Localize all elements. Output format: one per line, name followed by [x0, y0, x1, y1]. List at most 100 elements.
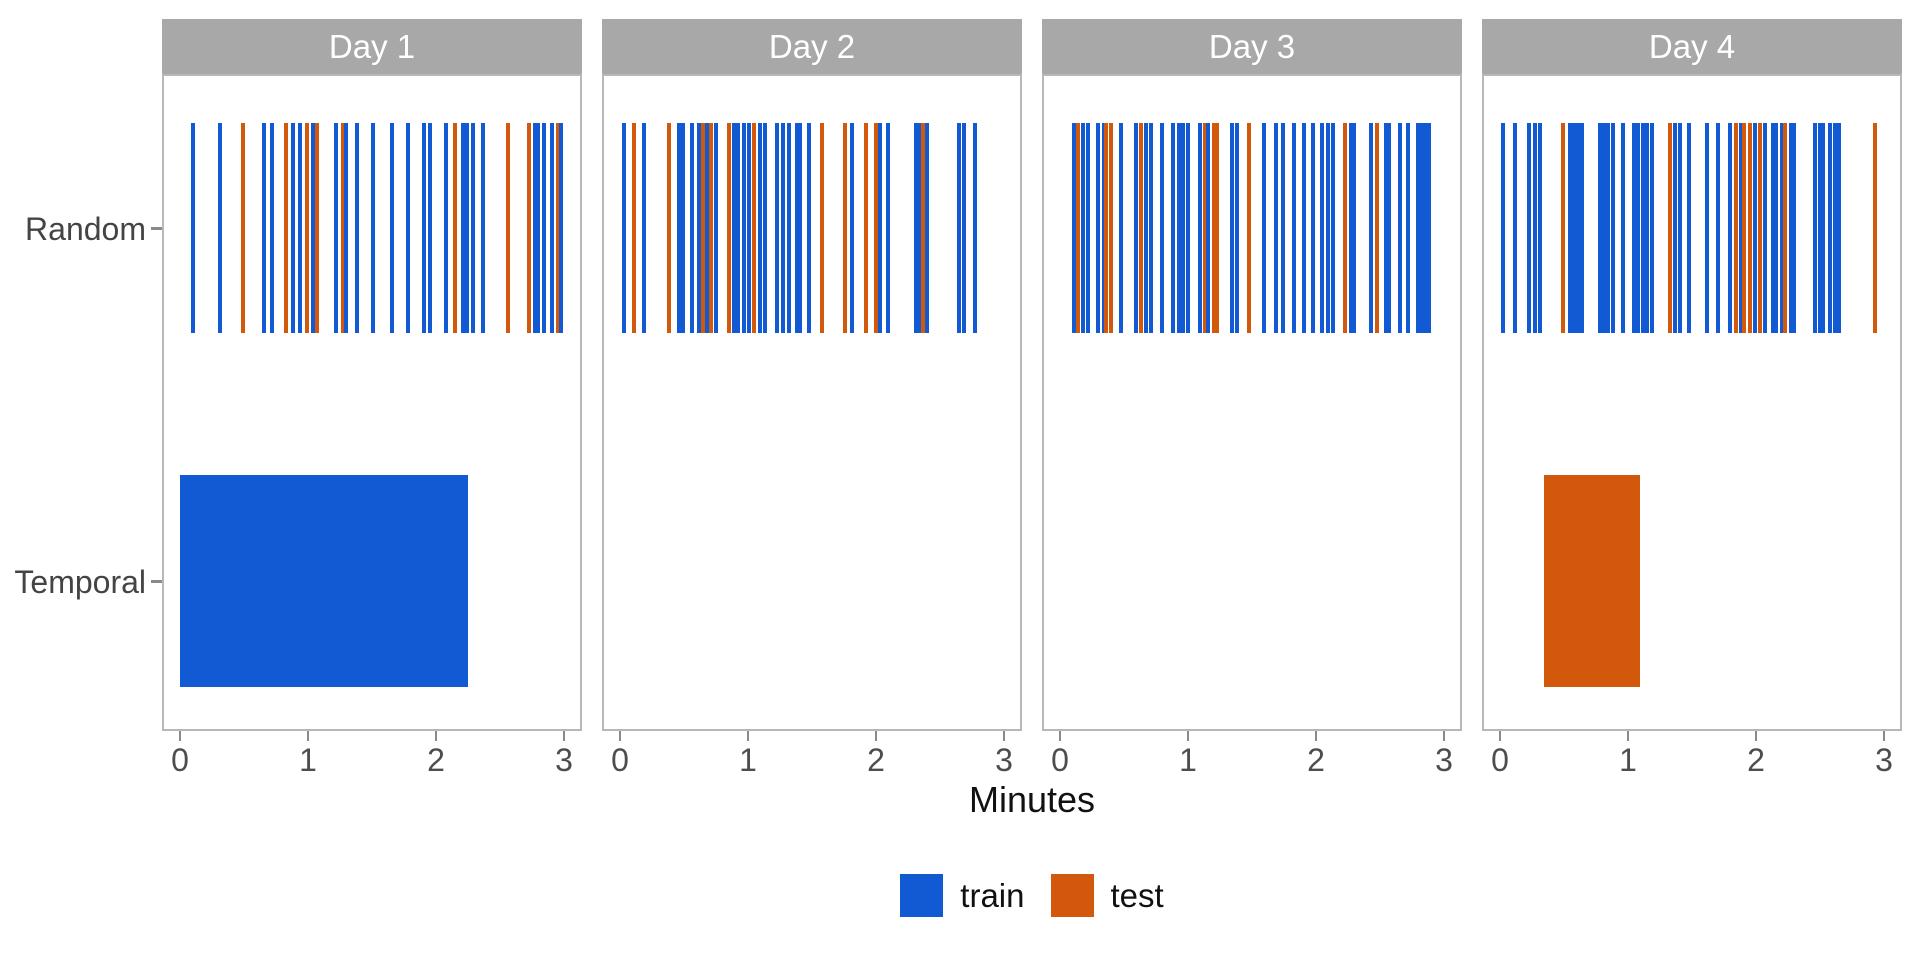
train-event-tick	[642, 123, 647, 333]
train-event-tick	[1186, 123, 1190, 333]
train-event-tick	[1101, 123, 1106, 333]
train-event-tick	[1833, 123, 1838, 333]
train-event-tick	[794, 123, 799, 333]
train-event-tick	[334, 123, 339, 333]
facet-panel-day-2	[602, 74, 1022, 731]
train-event-tick	[1632, 123, 1637, 333]
train-event-tick	[427, 123, 432, 333]
x-axis-tick	[435, 731, 437, 741]
train-event-tick	[1738, 123, 1743, 333]
train-event-tick	[1416, 123, 1421, 333]
train-event-tick	[1568, 123, 1573, 333]
train-event-tick	[1779, 123, 1784, 333]
x-axis-tick-label: 0	[611, 742, 629, 778]
train-event-tick	[762, 123, 767, 333]
train-event-tick	[697, 123, 702, 333]
train-event-tick	[957, 123, 962, 333]
train-event-tick	[1072, 123, 1077, 333]
facet-strip-day-3: Day 3	[1042, 19, 1462, 74]
x-axis-tick-label: 0	[1491, 742, 1509, 778]
test-event-tick	[284, 123, 289, 333]
x-axis-tick-label: 1	[739, 742, 757, 778]
train-event-tick	[1234, 123, 1239, 333]
x-axis-tick-label: 3	[1875, 742, 1893, 778]
train-event-tick	[390, 123, 395, 333]
x-axis-tick-label: 0	[1051, 742, 1069, 778]
train-event-tick	[1261, 123, 1266, 333]
train-event-tick	[1705, 123, 1710, 333]
test-event-tick	[921, 123, 926, 333]
y-axis-tick-temporal	[151, 580, 162, 583]
train-event-tick	[1180, 123, 1185, 333]
train-event-tick	[1292, 123, 1297, 333]
train-event-tick	[1081, 123, 1086, 333]
train-event-tick	[464, 123, 469, 333]
test-event-tick	[1668, 123, 1673, 333]
train-event-tick	[1641, 123, 1646, 333]
x-axis-tick	[1003, 731, 1005, 741]
train-event-tick	[1177, 123, 1182, 333]
test-event-tick	[843, 123, 848, 333]
train-event-tick	[1325, 123, 1330, 333]
x-axis-tick-label: 3	[555, 742, 573, 778]
train-event-tick	[689, 123, 694, 333]
train-event-tick	[1728, 123, 1733, 333]
train-event-tick	[1774, 123, 1779, 333]
test-event-tick	[632, 123, 637, 333]
test-event-tick	[820, 123, 825, 333]
train-event-tick	[290, 123, 295, 333]
train-event-tick	[1422, 123, 1427, 333]
train-event-tick	[541, 123, 546, 333]
facet-strip-day-4: Day 4	[1482, 19, 1902, 74]
train-event-tick	[1170, 123, 1175, 333]
train-event-tick	[1820, 123, 1825, 333]
x-axis-tick	[875, 731, 877, 741]
train-event-tick	[1133, 123, 1138, 333]
test-event-tick	[453, 123, 458, 333]
train-event-tick	[298, 123, 303, 333]
y-axis-label-temporal: Temporal	[14, 564, 146, 600]
train-event-tick	[1197, 123, 1202, 333]
train-event-tick	[405, 123, 410, 333]
train-event-tick	[1274, 123, 1279, 333]
train-event-tick	[1837, 123, 1842, 333]
test-event-tick	[1247, 123, 1252, 333]
x-axis-tick	[179, 731, 181, 741]
train-event-tick	[972, 123, 977, 333]
test-event-tick	[1560, 123, 1565, 333]
test-event-tick	[1742, 123, 1747, 333]
train-event-tick	[917, 123, 922, 333]
test-event-tick	[1747, 123, 1752, 333]
train-event-tick	[354, 123, 359, 333]
test-swatch	[1050, 874, 1094, 917]
test-event-tick	[1202, 123, 1207, 333]
train-event-tick	[1678, 123, 1683, 333]
train-event-tick	[1620, 123, 1625, 333]
test-event-tick	[708, 123, 713, 333]
y-axis-tick-random	[151, 227, 162, 230]
train-event-tick	[1636, 123, 1641, 333]
train-event-tick	[550, 123, 555, 333]
x-axis-tick-label: 3	[995, 742, 1013, 778]
train-event-tick	[536, 123, 541, 333]
test-event-tick	[726, 123, 731, 333]
train-event-tick	[190, 123, 195, 333]
train-event-tick	[849, 123, 854, 333]
train-event-tick	[735, 123, 740, 333]
train-event-tick	[885, 123, 890, 333]
test-event-tick	[1138, 123, 1143, 333]
test-event-tick	[527, 123, 532, 333]
test-event-tick	[304, 123, 309, 333]
train-event-tick	[747, 123, 752, 333]
train-event-tick	[559, 123, 564, 333]
x-axis-tick	[1315, 731, 1317, 741]
train-event-tick	[1687, 123, 1692, 333]
facet-panel-day-3	[1042, 74, 1462, 731]
train-event-tick	[757, 123, 762, 333]
train-event-tick	[1576, 123, 1581, 333]
train-event-tick	[731, 123, 736, 333]
train-event-tick	[1610, 123, 1615, 333]
train-event-tick	[1229, 123, 1234, 333]
train-event-tick	[1500, 123, 1505, 333]
y-axis-label-random: Random	[25, 211, 146, 247]
